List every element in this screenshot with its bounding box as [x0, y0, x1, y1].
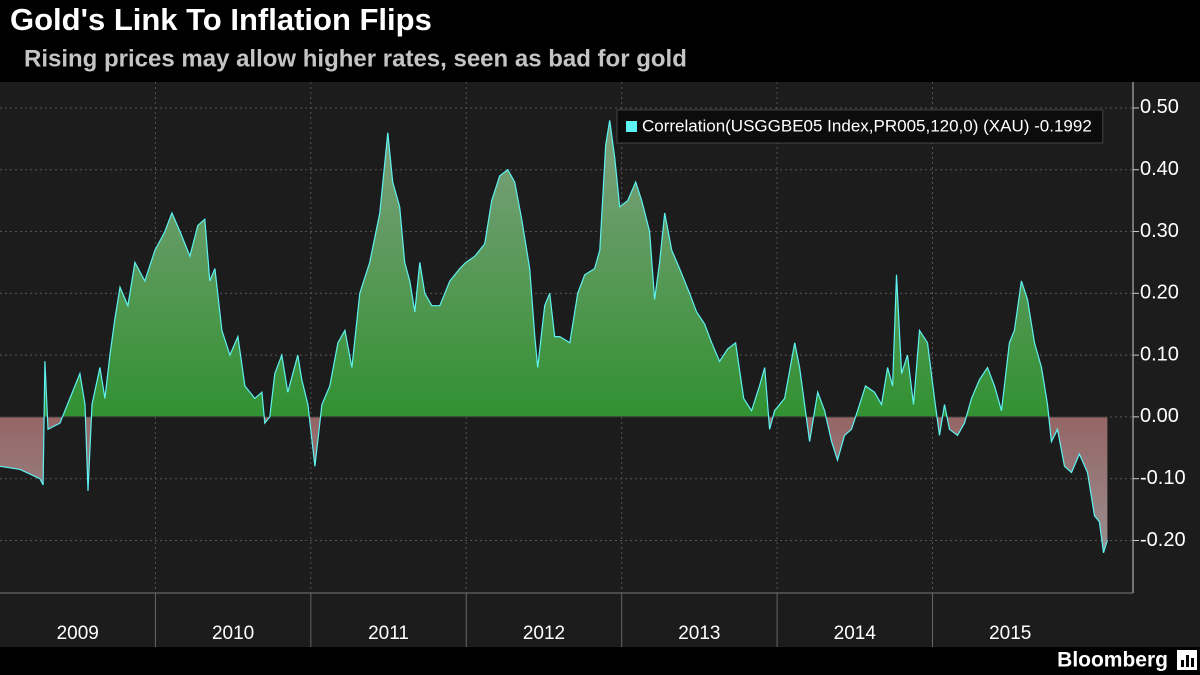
x-tick-label: 2013: [678, 623, 720, 644]
legend-swatch: [626, 121, 637, 132]
x-tick-label: 2014: [834, 623, 877, 644]
chart-subtitle: Rising prices may allow higher rates, se…: [24, 45, 687, 72]
logo: [1177, 650, 1197, 670]
line: [0, 120, 1108, 553]
x-tick-label: 2012: [523, 623, 565, 644]
y-tick-label: 0.50: [1140, 96, 1179, 118]
source: Bloomberg: [1057, 649, 1168, 672]
legend-label: Correlation(USGGBE05 Index,PR005,120,0) …: [642, 116, 1092, 135]
footer: [0, 647, 1200, 675]
x-tick-label: 2009: [57, 623, 99, 644]
legend-box: [616, 109, 1104, 144]
x-tick-label: 2010: [212, 623, 254, 644]
chart-title: Gold's Link To Inflation Flips: [10, 2, 432, 37]
x-tick-label: 2015: [989, 623, 1031, 644]
y-tick-label: 0.30: [1140, 220, 1179, 242]
header: [0, 0, 1200, 82]
y-tick-label: -0.20: [1140, 529, 1186, 551]
y-tick-label: 0.00: [1140, 405, 1179, 427]
area-positive: [44, 120, 1049, 417]
y-tick-label: 0.20: [1140, 282, 1179, 304]
y-tick-label: 0.40: [1140, 158, 1179, 180]
y-tick-label: 0.10: [1140, 343, 1179, 365]
x-tick-label: 2011: [368, 623, 409, 644]
y-tick-label: -0.10: [1140, 467, 1186, 489]
